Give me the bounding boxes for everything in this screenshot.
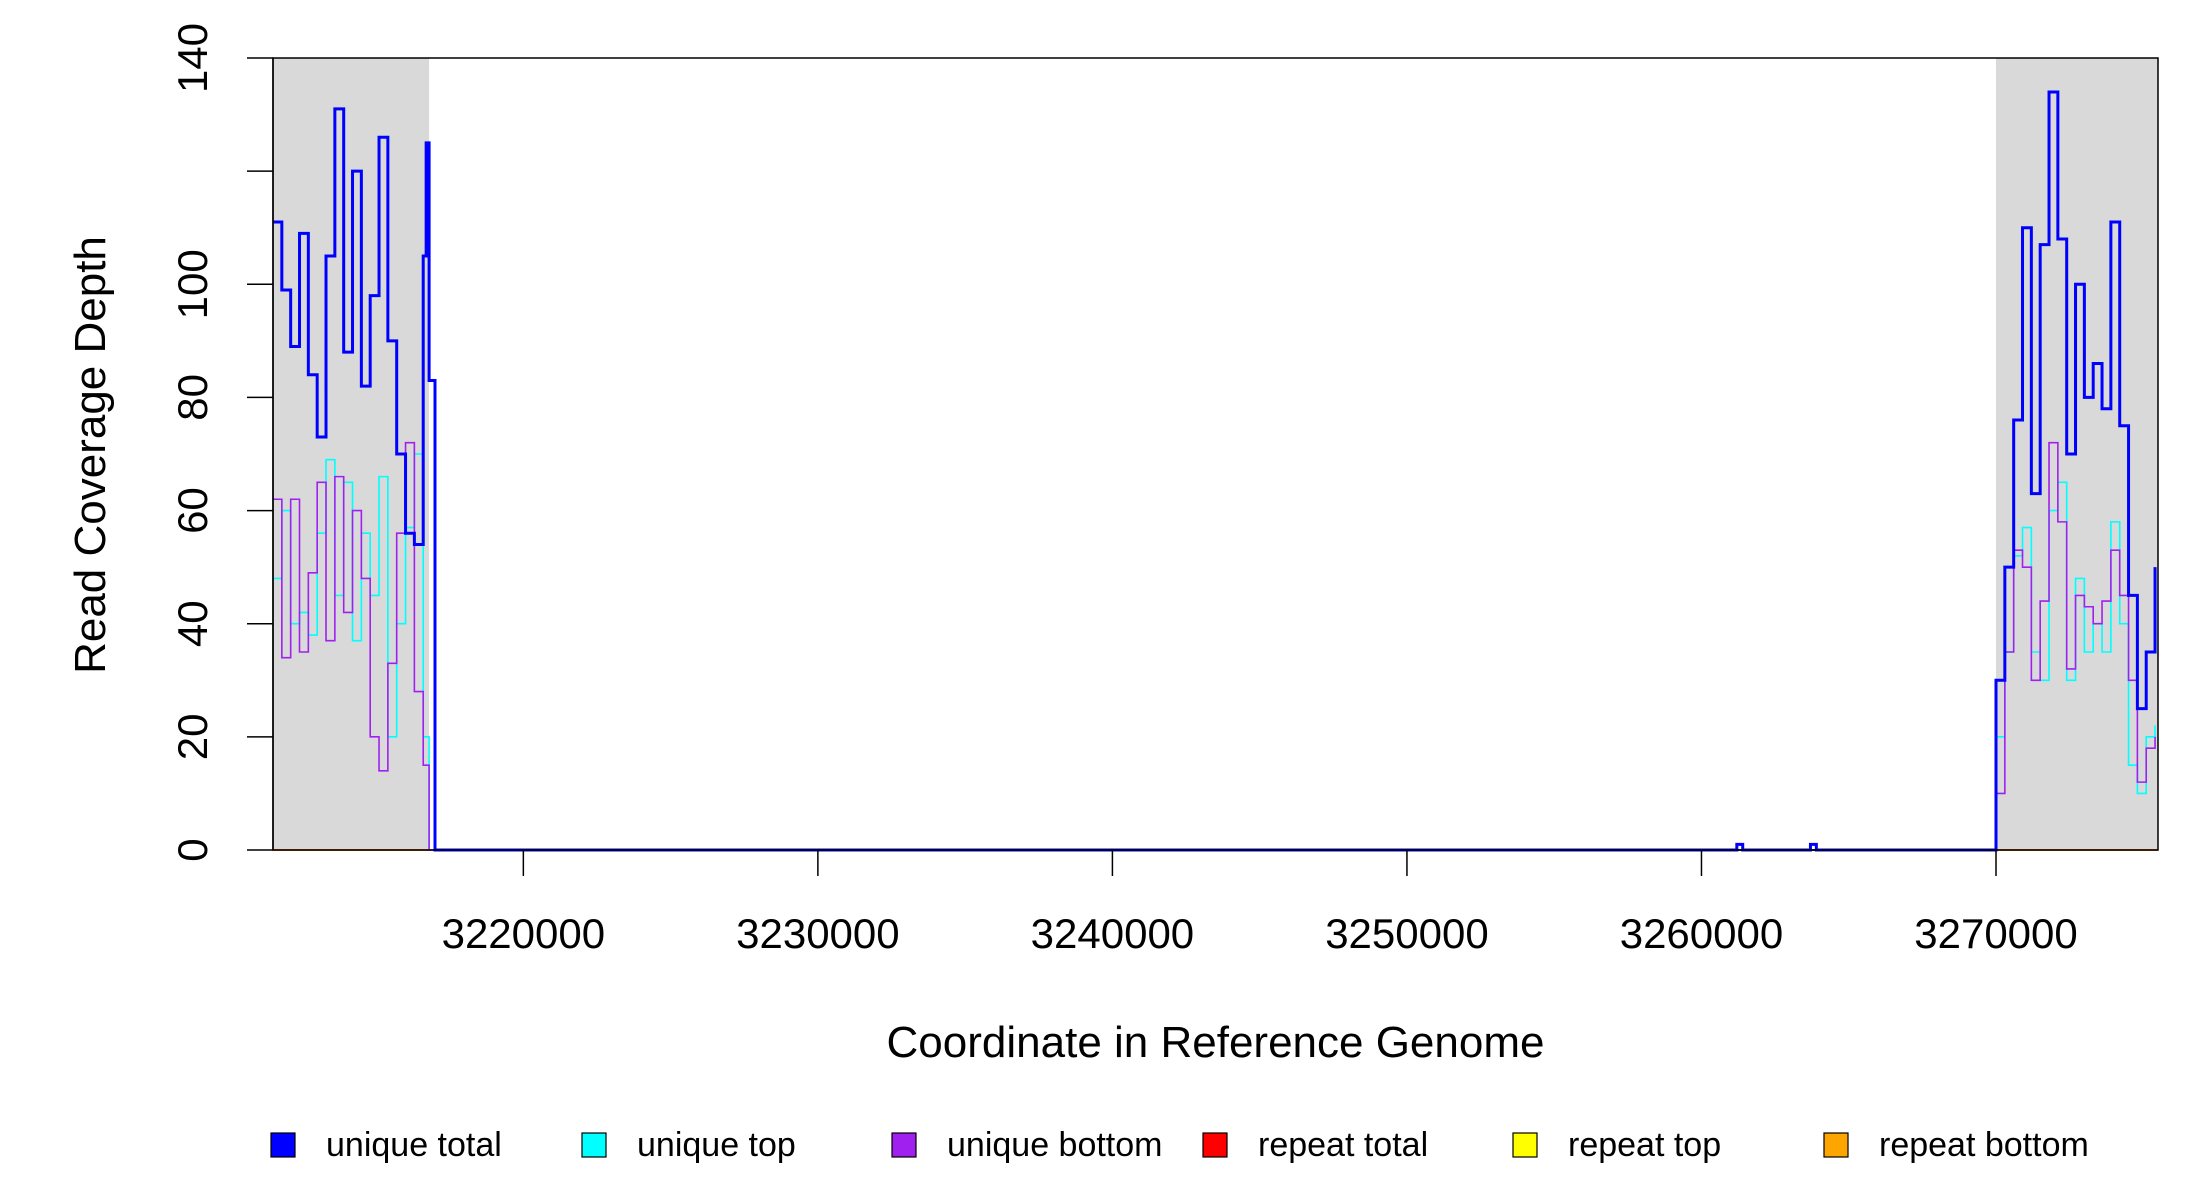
x-axis: 3220000 3230000 3240000 3250000 3260000 32700… bbox=[442, 849, 2078, 957]
legend-swatch-unique-top bbox=[581, 1132, 607, 1158]
legend-swatch-repeat-top bbox=[1512, 1132, 1538, 1158]
x-tick-label: 3250000 bbox=[1325, 910, 1489, 957]
series-line-unique-bottom bbox=[273, 441, 2156, 851]
plot-frame bbox=[272, 57, 2159, 851]
legend-label-unique-bottom: unique bottom bbox=[947, 1126, 1163, 1164]
series-lines bbox=[273, 90, 2158, 852]
y-axis-label: Read Coverage Depth bbox=[66, 236, 115, 674]
y-tick-label: 20 bbox=[169, 713, 216, 760]
x-axis-label: Coordinate in Reference Genome bbox=[887, 1018, 1545, 1067]
y-tick-label: 140 bbox=[169, 23, 216, 93]
y-tick-label: 40 bbox=[169, 600, 216, 647]
x-tick-label: 3260000 bbox=[1620, 910, 1784, 957]
y-tick-label: 80 bbox=[169, 374, 216, 421]
y-tick-label: 60 bbox=[169, 487, 216, 534]
y-tick-label: 0 bbox=[169, 838, 216, 861]
legend-label-unique-total: unique total bbox=[326, 1126, 502, 1164]
legend: unique total unique top unique bottom repea… bbox=[270, 1126, 2089, 1164]
x-tick-label: 3270000 bbox=[1914, 910, 2078, 957]
legend-swatch-unique-bottom bbox=[891, 1132, 917, 1158]
x-tick-label: 3220000 bbox=[442, 910, 606, 957]
y-tick-label: 100 bbox=[169, 249, 216, 319]
series-line-unique-total bbox=[273, 90, 2157, 852]
y-axis: 0 20 40 60 80 100 140 bbox=[169, 23, 274, 862]
legend-label-repeat-total: repeat total bbox=[1258, 1126, 1428, 1164]
shaded-regions bbox=[273, 58, 2158, 850]
legend-swatch-unique-total bbox=[270, 1132, 296, 1158]
x-tick-label: 3230000 bbox=[736, 910, 900, 957]
x-tick-label: 3240000 bbox=[1031, 910, 1195, 957]
legend-label-repeat-top: repeat top bbox=[1568, 1126, 1721, 1164]
legend-label-unique-top: unique top bbox=[637, 1126, 796, 1164]
legend-swatch-repeat-bottom bbox=[1823, 1132, 1849, 1158]
legend-swatch-repeat-total bbox=[1202, 1132, 1228, 1158]
series-line-unique-top bbox=[273, 453, 2156, 851]
legend-label-repeat-bottom: repeat bottom bbox=[1879, 1126, 2089, 1164]
